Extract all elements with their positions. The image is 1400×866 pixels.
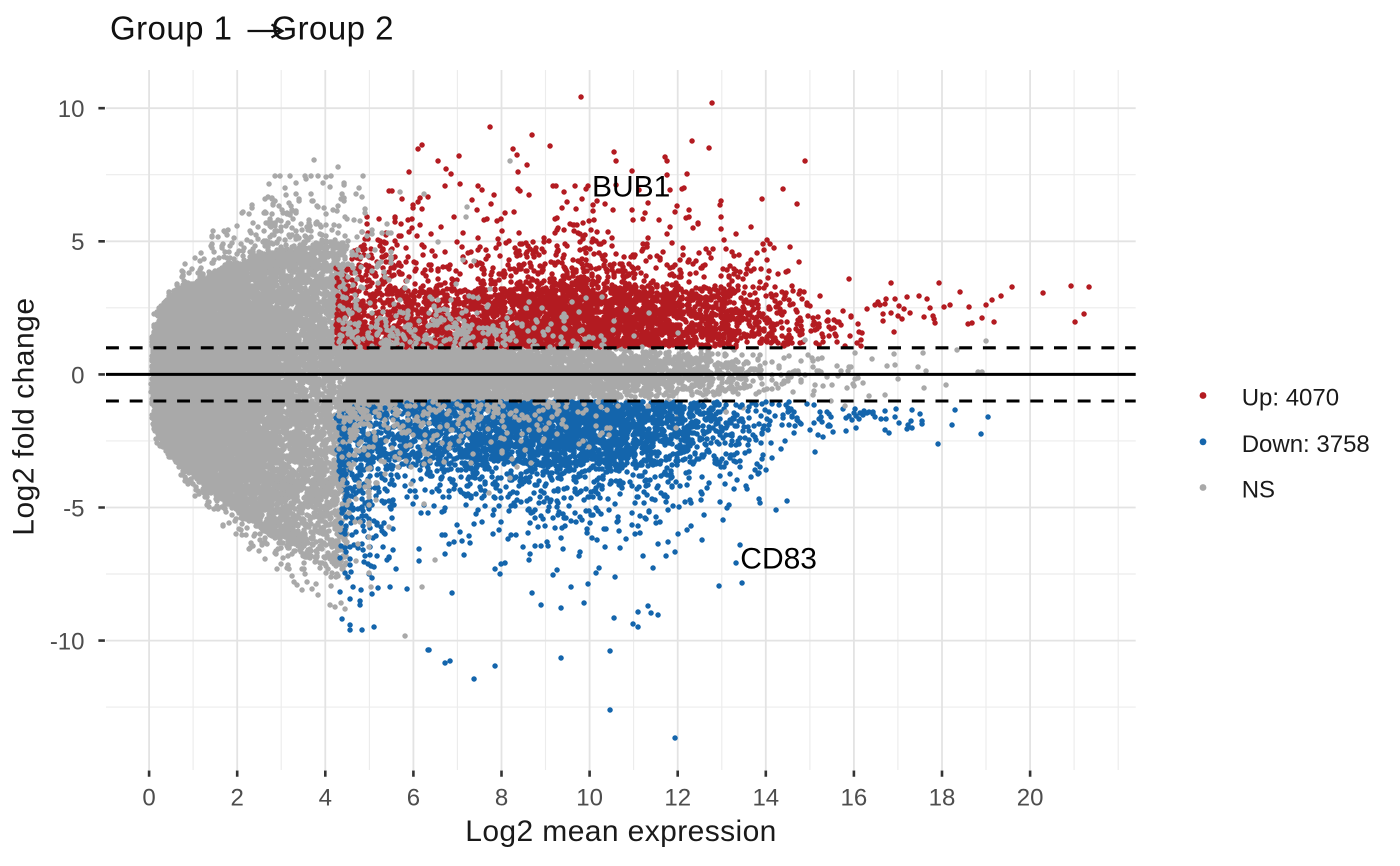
svg-text:10: 10 [58, 96, 85, 123]
svg-text:0: 0 [71, 362, 84, 389]
svg-text:CD83: CD83 [740, 543, 817, 576]
svg-text:5: 5 [71, 229, 84, 256]
svg-text:8: 8 [495, 785, 508, 812]
svg-text:-5: -5 [63, 495, 84, 522]
svg-text:18: 18 [929, 785, 956, 812]
svg-text:NS: NS [1242, 477, 1275, 504]
svg-text:2: 2 [231, 785, 244, 812]
svg-text:Log2 fold change: Log2 fold change [8, 297, 41, 535]
svg-text:Group 1: Group 1 [110, 10, 232, 47]
svg-text:14: 14 [752, 785, 779, 812]
svg-text:12: 12 [664, 785, 691, 812]
svg-text:10: 10 [576, 785, 603, 812]
svg-text:BUB1: BUB1 [592, 170, 670, 203]
svg-text:Group 2: Group 2 [272, 10, 394, 47]
svg-text:4: 4 [319, 785, 332, 812]
svg-text:0: 0 [142, 785, 155, 812]
svg-text:Up: 4070: Up: 4070 [1242, 385, 1339, 412]
svg-text:Log2 mean expression: Log2 mean expression [465, 815, 777, 848]
svg-text:20: 20 [1017, 785, 1044, 812]
svg-text:6: 6 [407, 785, 420, 812]
svg-text:Down: 3758: Down: 3758 [1242, 431, 1370, 458]
svg-text:16: 16 [841, 785, 868, 812]
svg-text:-10: -10 [50, 629, 85, 656]
